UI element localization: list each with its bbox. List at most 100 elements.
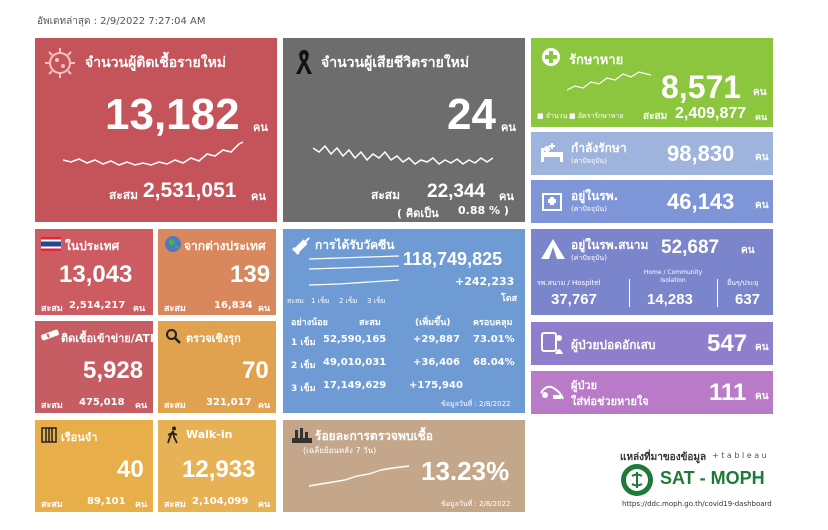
overseas-title: จากต่างประเทศ xyxy=(184,239,266,253)
vaccine-legend-3: 3 เข็ม xyxy=(367,297,386,305)
ventilator-unit: คน xyxy=(755,391,769,402)
thai-flag-icon xyxy=(41,237,61,251)
plus-icon xyxy=(542,48,560,66)
field-col2-value: 14,283 xyxy=(647,291,693,308)
source-url[interactable]: https://ddc.moph.go.th/covid19-dashboard xyxy=(622,500,772,508)
field-unit: คน xyxy=(741,245,755,256)
field-col1-label: รพ.สนาม / Hospitel xyxy=(537,279,601,287)
vaccine-legend-1: 1 เข็ม xyxy=(311,297,330,305)
deaths-cum-value: 22,344 xyxy=(427,181,486,202)
lab-icon xyxy=(292,428,312,443)
globe-icon xyxy=(165,236,181,252)
walkin-value: 12,933 xyxy=(182,456,256,483)
deaths-cum-label: สะสม xyxy=(371,188,401,202)
new-cases-cum-unit: คน xyxy=(251,190,266,203)
source-label: แหล่งที่มาของข้อมูล xyxy=(620,452,707,463)
vaccine-header-inc: (เพิ่มขึ้น) xyxy=(415,318,451,328)
bed-icon xyxy=(541,143,563,162)
recovered-cum-unit: คน xyxy=(755,113,768,123)
prison-icon xyxy=(41,427,57,443)
prison-cum-label: สะสม xyxy=(41,500,63,510)
recovered-legend-daily: ■ จำนวน xyxy=(537,112,568,120)
field-divider-1 xyxy=(629,279,630,307)
ventilator-title-2: ใส่ท่อช่วยหายใจ xyxy=(571,395,649,408)
ventilator-panel: ผู้ป่วย ใส่ท่อช่วยหายใจ 111 คน xyxy=(531,371,773,414)
prison-value: 40 xyxy=(117,456,144,483)
ribbon-icon xyxy=(296,50,312,74)
lungs-icon xyxy=(541,332,563,354)
vaccine-added: +242,233 xyxy=(455,275,515,288)
vaccine-row-3-cum: 17,149,629 xyxy=(323,380,387,391)
field-col1-value: 37,767 xyxy=(551,291,597,308)
hospital-sub: (ค่าปัจจุบัน) xyxy=(571,205,607,213)
hospital-value: 46,143 xyxy=(667,189,735,214)
virus-icon xyxy=(45,48,75,78)
ventilator-icon xyxy=(540,385,564,400)
positive-rate-date: ข้อมูลวันที่ : 2/8/2022 xyxy=(441,500,511,508)
atk-value: 5,928 xyxy=(83,357,144,384)
vaccine-row-2-inc: +36,406 xyxy=(413,357,460,368)
proactive-cum-unit: คน xyxy=(258,401,271,411)
treating-unit: คน xyxy=(755,152,769,163)
hospital-panel: อยู่ในรพ. (ค่าปัจจุบัน) 46,143 คน xyxy=(531,180,773,223)
deaths-panel: จำนวนผู้เสียชีวิตรายใหม่ 24 คน สะสม 22,3… xyxy=(283,38,525,222)
vaccine-row-1-dose: 1 เข็ม xyxy=(291,338,316,348)
vaccine-row-1-cum: 52,590,165 xyxy=(323,334,387,345)
proactive-title: ตรวจเชิงรุก xyxy=(186,332,241,345)
domestic-cum-label: สะสม xyxy=(41,304,63,314)
source-brand: SAT - MOPH xyxy=(660,468,765,488)
domestic-value: 13,043 xyxy=(59,261,133,288)
recovered-panel: รักษาหาย 8,571 คน ■ จำนวน ■ อัตรารักษาหา… xyxy=(531,38,773,127)
field-sub: (ค่าปัจจุบัน) xyxy=(571,254,607,262)
vaccine-row-3-inc: +175,940 xyxy=(409,380,463,391)
prison-cum-unit: คน xyxy=(135,500,148,510)
positive-rate-value: 13.23% xyxy=(421,456,510,486)
vaccine-row-1-inc: +29,887 xyxy=(413,334,460,345)
vaccine-header-cov: ครอบคลุม xyxy=(473,318,513,328)
new-cases-sparkline xyxy=(63,141,243,166)
walking-icon xyxy=(167,426,178,444)
positive-rate-panel: ร้อยละการตรวจพบเชื้อ (เฉลี่ยย้อนหลัง 7 ว… xyxy=(283,420,525,512)
field-divider-2 xyxy=(717,279,718,307)
vaccine-dose-unit: โดส xyxy=(501,294,518,304)
field-value: 52,687 xyxy=(661,237,720,258)
walkin-title: Walk-in xyxy=(186,428,233,441)
deaths-cum-unit: คน xyxy=(499,190,514,203)
treating-value: 98,830 xyxy=(667,141,735,166)
prison-panel: เรือนจำ 40 สะสม 89,101 คน xyxy=(35,420,153,512)
pneumonia-value: 547 xyxy=(707,330,748,357)
treating-panel: กำลังรักษา (ค่าปัจจุบัน) 98,830 คน xyxy=(531,132,773,175)
field-col2-label: Home / Community Isolation xyxy=(643,269,703,284)
new-cases-title: จำนวนผู้ติดเชื้อรายใหม่ xyxy=(85,55,227,71)
recovered-sparkline xyxy=(567,71,651,91)
positive-rate-sparkline xyxy=(309,465,409,487)
deaths-pct-value: 0.88 % ) xyxy=(458,204,509,217)
vaccine-row-2-dose: 2 เข็ม xyxy=(291,361,316,371)
pneumonia-title: ผู้ป่วยปอดอักเสบ xyxy=(571,338,656,352)
proactive-panel: ตรวจเชิงรุก 70 สะสม 321,017 คน xyxy=(158,321,276,413)
prison-title: เรือนจำ xyxy=(61,431,98,444)
tent-icon xyxy=(541,239,565,259)
new-cases-cum-label: สะสม xyxy=(109,188,139,202)
deaths-value: 24 xyxy=(447,90,496,139)
overseas-cum-unit: คน xyxy=(258,304,271,314)
field-title: อยู่ในรพ.สนาม xyxy=(571,238,649,252)
field-col3-label: อื่นๆ/ประยุ xyxy=(727,279,759,287)
magnifier-icon xyxy=(166,329,181,344)
moph-logo-icon xyxy=(621,464,653,496)
walkin-cum-label: สะสม xyxy=(164,500,186,510)
new-cases-cum-value: 2,531,051 xyxy=(143,179,237,202)
overseas-cum-label: สะสม xyxy=(164,304,186,314)
recovered-legend-rate: ■ อัตรารักษาหาย xyxy=(569,112,624,120)
recovered-cum-value: 2,409,877 xyxy=(675,105,747,122)
field-hospital-panel: อยู่ในรพ.สนาม (ค่าปัจจุบัน) 52,687 คน รพ… xyxy=(531,229,773,315)
domestic-cum-unit: คน xyxy=(133,304,146,314)
vaccine-header-atleast: อย่างน้อย xyxy=(291,318,328,328)
new-cases-panel: จำนวนผู้ติดเชื้อรายใหม่ 13,182 คน สะสม 2… xyxy=(35,38,277,222)
vaccine-row-1-cov: 73.01% xyxy=(473,334,515,345)
recovered-cum-label: สะสม xyxy=(643,111,668,122)
last-updated: อัพเดทล่าสุด : 2/9/2022 7:27:04 AM xyxy=(37,16,206,27)
ventilator-title: ผู้ป่วย xyxy=(571,379,598,392)
atk-panel: ติดเชื้อเข้าข่าย/ATK 5,928 สะสม 475,018 … xyxy=(35,321,153,413)
atk-cum-unit: คน xyxy=(135,401,148,411)
